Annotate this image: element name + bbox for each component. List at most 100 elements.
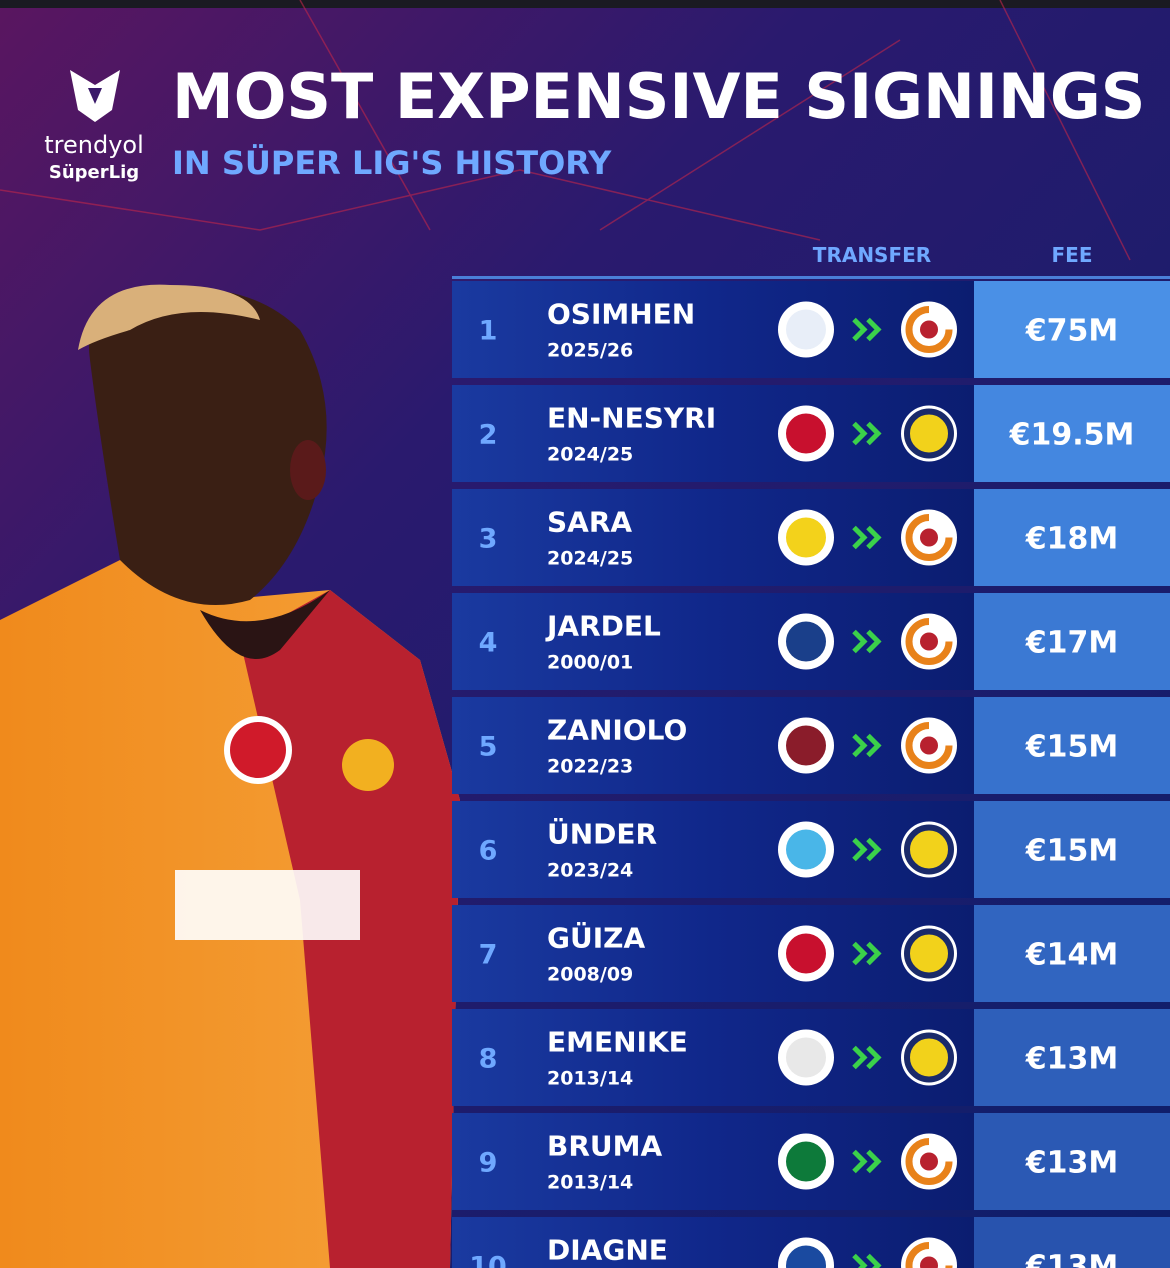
player-name: EMENIKE [547, 1026, 688, 1059]
transfer-arrow [852, 525, 882, 550]
row-band [452, 697, 974, 794]
to-club-logo-core [920, 736, 938, 755]
rank: 1 [479, 316, 498, 347]
fee-cell [974, 1217, 1170, 1268]
to-club-logo-inner [904, 928, 954, 979]
table-row: 4 JARDEL 2000/01 €17M [452, 593, 1170, 690]
to-club-logo-inner [905, 722, 953, 769]
player-name: OSIMHEN [547, 298, 695, 331]
from-club-logo-inner [786, 933, 826, 974]
to-club-logo-inner [905, 1138, 953, 1185]
from-club-logo-inner [786, 517, 826, 558]
fee: €13M [1025, 1250, 1118, 1268]
to-club-logo-inner [905, 618, 953, 665]
player-name: DIAGNE [547, 1234, 668, 1267]
row-band [452, 281, 974, 378]
player-name: SARA [547, 506, 632, 539]
fee: €15M [1025, 834, 1118, 869]
row-band [452, 905, 974, 1002]
table-row: 5 ZANIOLO 2022/23 €15M [452, 697, 1170, 794]
season: 2023/24 [547, 860, 633, 882]
from-club-logo-inner [786, 725, 826, 766]
to-club-logo-core [920, 1256, 938, 1268]
league-logo [70, 70, 120, 122]
season: 2008/09 [547, 964, 633, 986]
to-club-logo-inner [904, 1032, 954, 1083]
row-band [452, 385, 974, 482]
decor-lines [0, 0, 1131, 261]
fee-cell [974, 905, 1170, 1002]
fee-cell [974, 1009, 1170, 1106]
transfer-arrow [852, 1149, 882, 1174]
row-band [452, 1009, 974, 1106]
player-name: GÜIZA [547, 921, 645, 955]
to-club-logo [901, 1237, 957, 1268]
table-row: 6 ÜNDER 2023/24 €15M [452, 801, 1170, 898]
fee: €13M [1025, 1042, 1118, 1077]
season: 2013/14 [547, 1172, 633, 1194]
player-image [0, 284, 460, 1268]
table: TRANSFER FEE 1 OSIMHEN 2025/26 €75M 2 EN-NESYRI… [452, 243, 1170, 1268]
season: 2025/26 [547, 340, 633, 362]
title: MOST EXPENSIVE SIGNINGS [172, 60, 1145, 133]
fee: €18M [1025, 522, 1118, 557]
from-club-logo-inner [786, 413, 826, 454]
fee: €17M [1025, 626, 1118, 661]
table-row: 2 EN-NESYRI 2024/25 €19.5M [452, 385, 1170, 482]
season: 2024/25 [547, 444, 633, 466]
rank: 5 [479, 732, 498, 763]
player-name: EN-NESYRI [547, 402, 716, 435]
fee-cell [974, 385, 1170, 482]
player-name: BRUMA [547, 1130, 663, 1163]
to-club-logo-core [920, 320, 938, 339]
transfer-arrow [852, 421, 882, 446]
fee-cell [974, 801, 1170, 898]
top-bar [0, 0, 1170, 8]
row-band [452, 1113, 974, 1210]
league: SüperLig [49, 162, 139, 183]
transfer-arrow [852, 941, 882, 966]
table-row: 7 GÜIZA 2008/09 €14M [452, 905, 1170, 1002]
row-band [452, 1217, 974, 1268]
transfer-arrow [852, 317, 882, 342]
row-band [452, 593, 974, 690]
row-band [452, 489, 974, 586]
season: 2022/23 [547, 756, 633, 778]
column-header: FEE [1052, 243, 1093, 267]
transfer-arrow [852, 837, 882, 862]
from-club-logo-inner [786, 1141, 826, 1182]
to-club-logo-inner [904, 408, 954, 459]
to-club-logo-core [920, 528, 938, 547]
player-name: ÜNDER [547, 817, 657, 851]
table-row: 1 OSIMHEN 2025/26 €75M [452, 281, 1170, 378]
table-row: 3 SARA 2024/25 €18M [452, 489, 1170, 586]
from-club-logo-inner [786, 309, 826, 350]
from-club-logo-inner [786, 829, 826, 870]
brand: trendyol [44, 131, 144, 159]
from-club-logo-inner [786, 1037, 826, 1078]
fee-cell [974, 489, 1170, 586]
fee: €19.5M [1009, 418, 1135, 453]
rank: 2 [479, 420, 498, 451]
to-club-logo-core [920, 632, 938, 651]
fee: €15M [1025, 730, 1118, 765]
to-club-logo-inner [905, 514, 953, 561]
transfer-arrow [852, 733, 882, 758]
to-club-logo-core [920, 1152, 938, 1171]
from-club-logo-inner [786, 621, 826, 662]
season: 2013/14 [547, 1068, 633, 1090]
rank: 6 [479, 836, 498, 867]
player-name: JARDEL [545, 610, 661, 643]
transfer-arrow [852, 1253, 882, 1268]
fee: €75M [1025, 314, 1118, 349]
fee-cell [974, 1113, 1170, 1210]
to-club-logo-inner [905, 1242, 953, 1268]
fee-cell [974, 593, 1170, 690]
rank: 7 [479, 940, 498, 971]
fee-cell [974, 697, 1170, 794]
fee: €14M [1025, 938, 1118, 973]
from-club-logo-inner [786, 1245, 826, 1268]
subtitle: IN SÜPER LIG'S HISTORY [172, 144, 612, 182]
rank: 8 [479, 1044, 498, 1075]
